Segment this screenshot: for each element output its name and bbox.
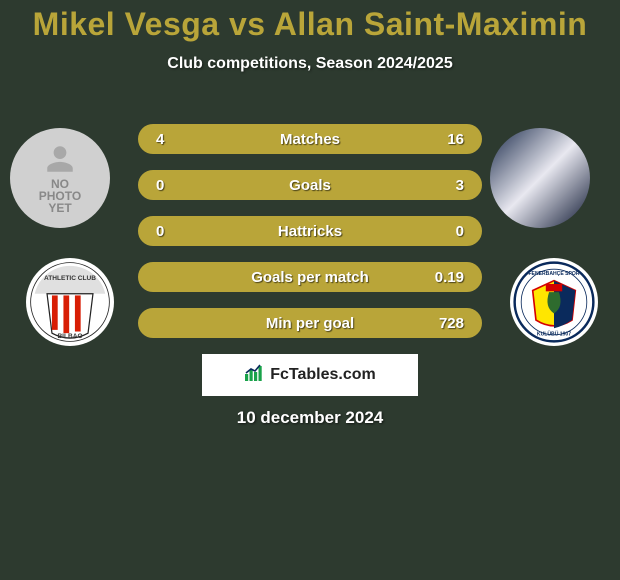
fenerbahce-crest-icon: FENERBAHÇE SPOR KULÜBÜ 1907: [513, 261, 595, 343]
athletic-club-crest-icon: ATHLETIC CLUB BILBAO: [29, 261, 111, 343]
stat-label: Goals: [140, 177, 480, 194]
subtitle: Club competitions, Season 2024/2025: [0, 55, 620, 73]
stat-label: Goals per match: [140, 269, 480, 286]
svg-text:FENERBAHÇE SPOR: FENERBAHÇE SPOR: [528, 271, 579, 277]
stat-row-min-per-goal: Min per goal 728: [138, 308, 482, 338]
comparison-infographic: Mikel Vesga vs Allan Saint-Maximin Club …: [0, 0, 620, 580]
player2-name: Allan Saint-Maximin: [274, 6, 588, 42]
stat-label: Hattricks: [140, 223, 480, 240]
date-text: 10 december 2024: [0, 408, 620, 428]
stat-row-matches: 4 Matches 16: [138, 124, 482, 154]
player2-avatar: [490, 128, 590, 228]
no-photo-line3: YET: [48, 202, 71, 214]
player1-avatar: NO PHOTO YET: [10, 128, 110, 228]
player1-name: Mikel Vesga: [33, 6, 220, 42]
no-photo-placeholder: NO PHOTO YET: [10, 128, 110, 228]
stat-bars: 4 Matches 16 0 Goals 3 0 Hattricks 0 Goa…: [138, 124, 482, 354]
fctables-watermark: FcTables.com: [202, 354, 418, 396]
bar-chart-icon: [244, 364, 264, 387]
person-icon: [43, 142, 77, 176]
stat-right-value: 728: [434, 315, 464, 332]
stat-right-value: 0.19: [434, 269, 464, 286]
stat-label: Matches: [140, 131, 480, 148]
player1-club-badge: ATHLETIC CLUB BILBAO: [26, 258, 114, 346]
svg-text:KULÜBÜ 1907: KULÜBÜ 1907: [537, 331, 571, 338]
stat-right-value: 0: [434, 223, 464, 240]
stat-row-goals-per-match: Goals per match 0.19: [138, 262, 482, 292]
svg-text:BILBAO: BILBAO: [57, 333, 82, 340]
stat-row-hattricks: 0 Hattricks 0: [138, 216, 482, 246]
page-title: Mikel Vesga vs Allan Saint-Maximin: [0, 0, 620, 43]
stat-row-goals: 0 Goals 3: [138, 170, 482, 200]
vs-separator: vs: [220, 6, 274, 42]
watermark-text: FcTables.com: [270, 366, 376, 384]
stat-right-value: 16: [434, 131, 464, 148]
svg-text:ATHLETIC CLUB: ATHLETIC CLUB: [44, 275, 96, 282]
stat-label: Min per goal: [140, 315, 480, 332]
player2-club-badge: FENERBAHÇE SPOR KULÜBÜ 1907: [510, 258, 598, 346]
stat-right-value: 3: [434, 177, 464, 194]
